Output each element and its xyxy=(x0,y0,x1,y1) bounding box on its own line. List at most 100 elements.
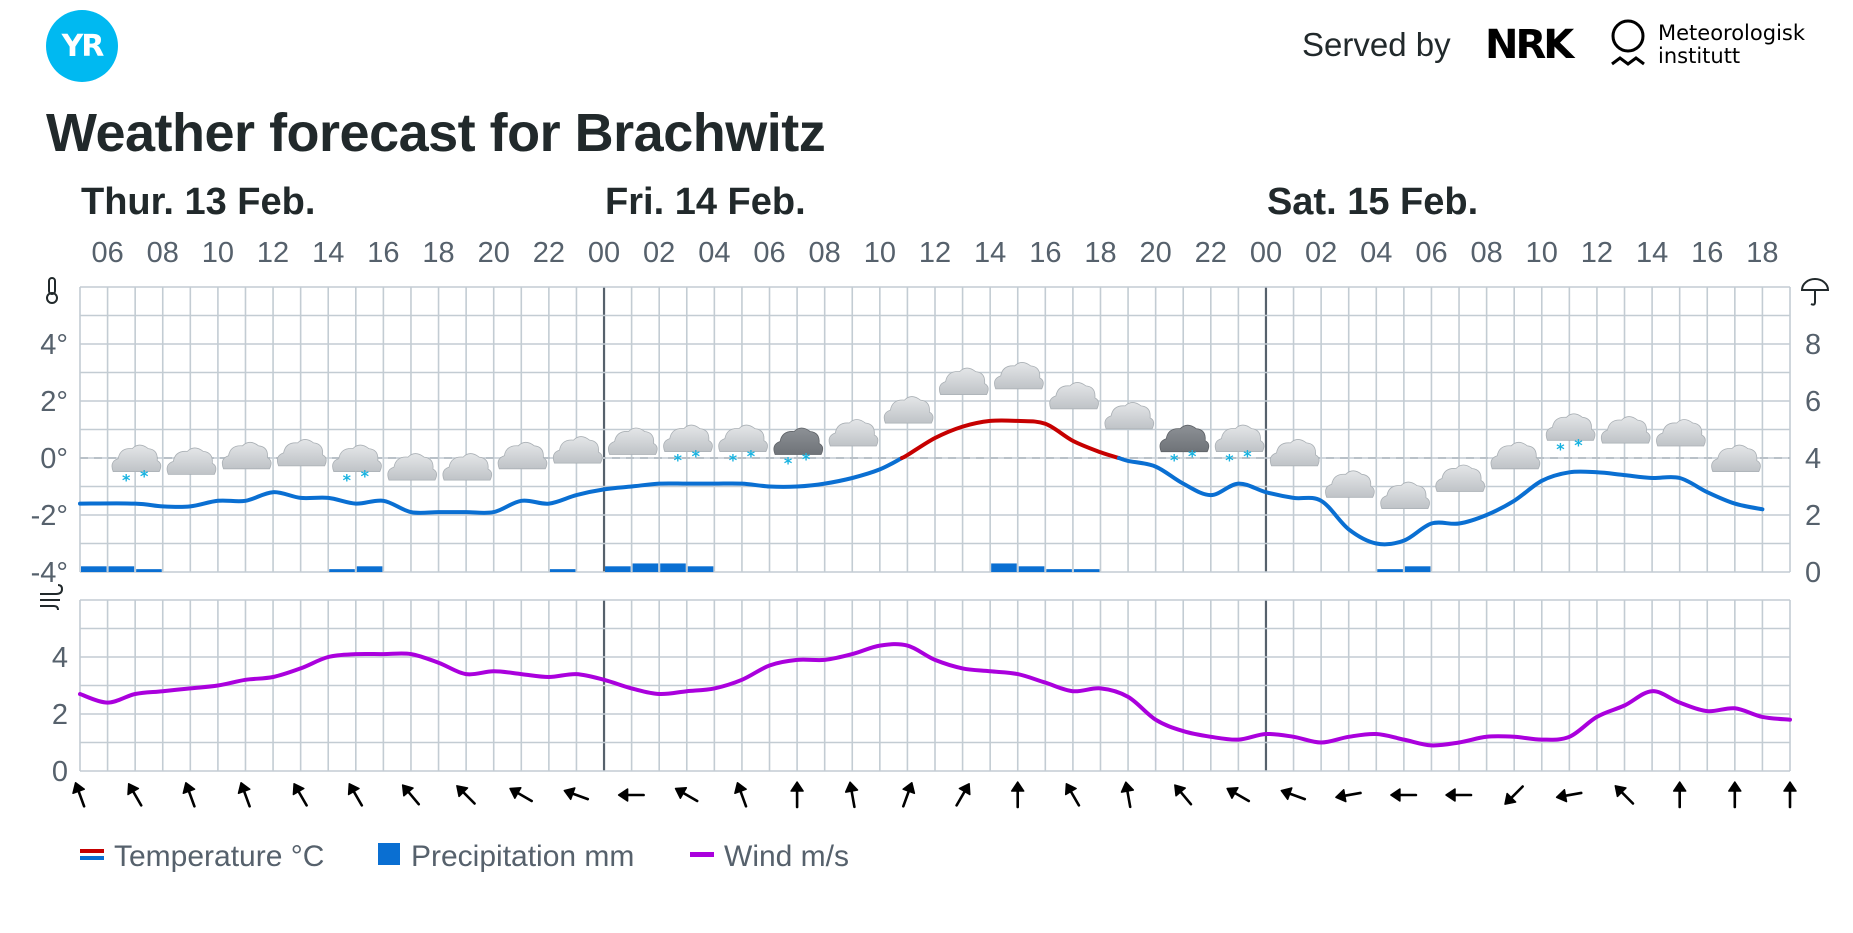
precipitation-bar xyxy=(660,563,686,572)
precip-axis-label: 4 xyxy=(1805,443,1821,475)
hour-tick-label: 10 xyxy=(202,237,234,269)
weather-icons: * * * ** * * * * * * * * * * * xyxy=(111,362,1761,510)
hour-tick-label: 04 xyxy=(1360,237,1392,269)
snowflake-icon: * xyxy=(747,447,756,466)
met-logo-icon[interactable] xyxy=(1608,18,1648,74)
wind-arrow-icon xyxy=(182,782,196,808)
snowflake-icon: * xyxy=(674,451,683,470)
wind-arrow-icon xyxy=(790,781,804,809)
hour-tick-label: 16 xyxy=(1691,237,1723,269)
hour-tick-label: 12 xyxy=(919,237,951,269)
met-logo-text[interactable]: Meteorologisk institutt xyxy=(1658,22,1805,68)
precipitation-bar xyxy=(1046,569,1072,572)
wind-arrow-icon xyxy=(456,785,476,805)
wind-arrow-icon xyxy=(1614,785,1635,805)
temperature-line-cold xyxy=(78,456,904,515)
precipitation-bars xyxy=(81,563,1431,572)
snowflake-icon: * xyxy=(343,471,352,490)
hour-tick-label: 08 xyxy=(809,237,841,269)
precipitation-bar xyxy=(605,566,631,572)
precip-axis-label: 2 xyxy=(1805,500,1821,532)
wind-arrow-icon xyxy=(1555,789,1583,803)
temp-axis-label: 0° xyxy=(40,443,68,475)
wind-arrow-icon xyxy=(127,782,143,807)
snowflake-icon: * xyxy=(784,454,793,473)
cloud-snow-icon: * * xyxy=(332,444,382,490)
precipitation-bar xyxy=(549,569,576,572)
hour-tick-label: 10 xyxy=(1526,237,1558,269)
legend-temperature-label: Temperature °C xyxy=(114,840,324,873)
umbrella-icon xyxy=(1800,278,1830,306)
cloud-icon xyxy=(883,396,934,424)
cloud-icon xyxy=(994,362,1044,390)
cloud-icon xyxy=(277,439,327,467)
wind-arrow-icon xyxy=(563,787,590,801)
precipitation-bar xyxy=(81,566,107,572)
temp-axis-label: -4° xyxy=(31,557,68,589)
hour-tick-label: 18 xyxy=(1084,237,1116,269)
wind-axis-label: 4 xyxy=(52,642,68,674)
wind-arrow-icon xyxy=(347,782,364,807)
wind-arrow-icon xyxy=(1174,784,1193,806)
hour-tick-label: 06 xyxy=(1415,237,1447,269)
cloud-icon xyxy=(497,441,548,470)
temperature-line-warm xyxy=(899,418,1121,460)
yr-logo-text: YR xyxy=(61,28,105,64)
axis-labels: Thur. 13 Feb. Fri. 14 Feb. Sat. 15 Feb.06 0… xyxy=(31,181,1822,788)
hour-tick-label: 16 xyxy=(1029,237,1061,269)
cloud-icon xyxy=(387,453,437,481)
precipitation-bar xyxy=(1073,569,1100,572)
wind-arrow-icon xyxy=(401,784,421,806)
legend-temperature-swatch-top xyxy=(80,849,104,853)
wind-arrow-icon xyxy=(617,788,645,802)
cloud-icon xyxy=(1049,382,1099,410)
snowflake-icon: * xyxy=(1170,451,1179,470)
temp-axis-label: 4° xyxy=(40,329,68,361)
hour-tick-label: 02 xyxy=(1305,237,1337,269)
wind-arrow-icon xyxy=(1728,781,1742,809)
chart-grid xyxy=(79,286,1791,772)
cloud-icon xyxy=(1104,402,1155,430)
wind-arrow-icon xyxy=(72,782,86,808)
wind-arrow-icon xyxy=(1120,781,1135,809)
yr-logo[interactable]: YR xyxy=(46,10,118,82)
cloud-icon xyxy=(166,447,217,475)
wind-arrow-icon xyxy=(1783,781,1797,809)
legend: Temperature °C Precipitation mm Wind m/s xyxy=(80,840,849,873)
precipitation-bar xyxy=(687,566,714,572)
wind-arrow-icon xyxy=(1672,781,1687,809)
wind-arrow-icon xyxy=(1390,788,1418,802)
cloud-snow-icon: * * xyxy=(718,424,768,470)
precip-axis-label: 8 xyxy=(1805,329,1821,361)
wind-axis-label: 2 xyxy=(52,699,68,731)
legend-temperature-swatch-bottom xyxy=(80,856,104,860)
hour-tick-label: 06 xyxy=(753,237,785,269)
cloud-icon xyxy=(552,436,603,464)
hour-tick-label: 04 xyxy=(698,237,730,269)
hour-tick-label: 12 xyxy=(1581,237,1613,269)
hour-tick-label: 12 xyxy=(257,237,289,269)
precipitation-bar xyxy=(329,569,355,572)
precip-axis-label: 6 xyxy=(1805,386,1821,418)
wind-arrow-icon xyxy=(1335,789,1362,803)
precipitation-bar xyxy=(1377,569,1403,572)
wind-arrow-icon xyxy=(1010,781,1025,809)
served-by-label: Served by xyxy=(1302,26,1451,63)
cloud-icon xyxy=(1380,481,1430,510)
wind-arrow-icon xyxy=(674,787,699,803)
cloud-icon xyxy=(221,441,272,470)
hour-tick-label: 00 xyxy=(1250,237,1282,269)
wind-speed-line xyxy=(78,642,1792,748)
wind-arrow-icon xyxy=(1226,787,1251,803)
cloud-snow-icon: * * xyxy=(663,424,713,470)
wind-line xyxy=(78,642,1792,748)
nrk-logo[interactable]: NRK xyxy=(1485,22,1574,68)
wind-arrow-icon xyxy=(509,787,533,803)
snowflake-icon: * xyxy=(802,450,811,469)
precipitation-bar xyxy=(1404,566,1431,572)
hour-tick-label: 20 xyxy=(1140,237,1172,269)
cloud-snow-icon: * * xyxy=(1545,413,1596,458)
day-label: Fri. 14 Feb. xyxy=(605,181,806,223)
snowflake-icon: * xyxy=(729,451,738,470)
